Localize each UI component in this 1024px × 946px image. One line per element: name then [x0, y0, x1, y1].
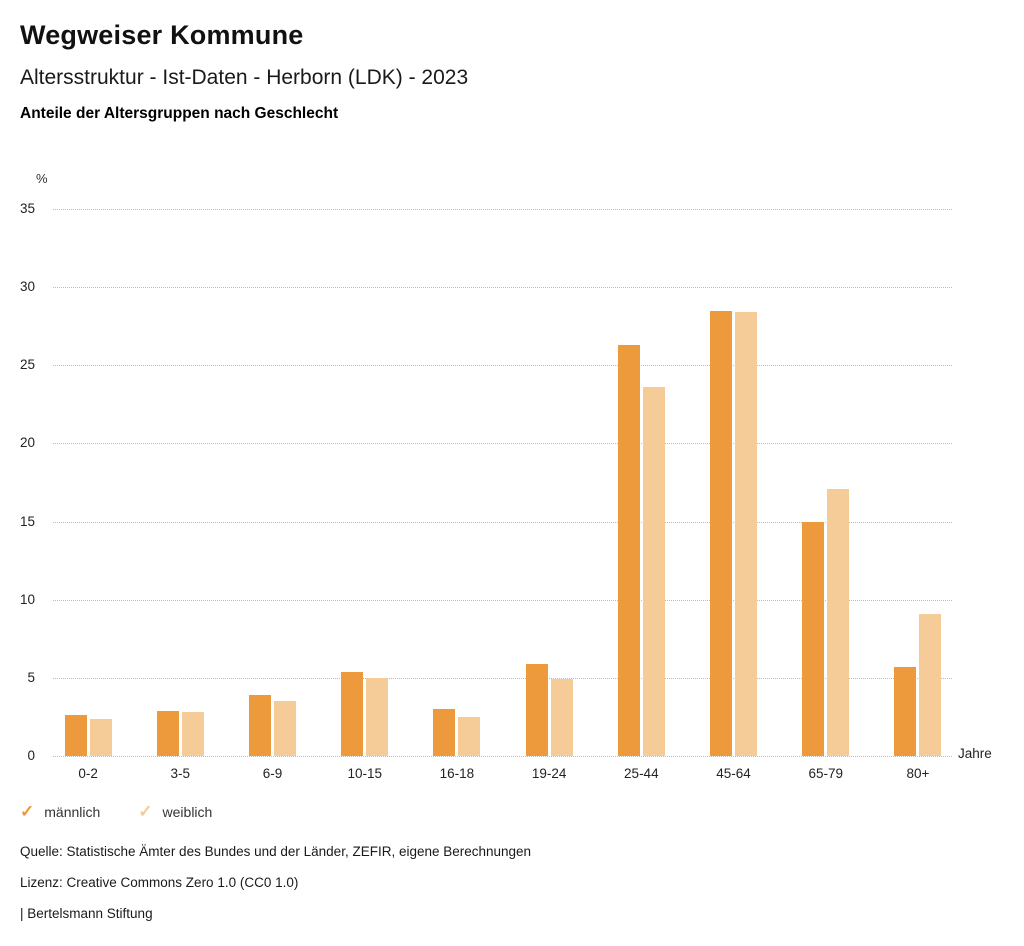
bar-group-45-64	[687, 209, 779, 756]
y-tick-label-0: 0	[27, 748, 35, 763]
bar-weiblich-80+	[919, 613, 942, 756]
bar-group-80+	[872, 209, 964, 756]
x-tick-label-6-9: 6-9	[262, 766, 283, 781]
check-icon: ✓	[20, 802, 35, 821]
bar-maennlich-25-44	[617, 345, 640, 756]
legend-item-maennlich[interactable]: ✓ männlich	[20, 803, 100, 820]
bar-maennlich-80+	[894, 666, 917, 756]
legend-label: männlich	[44, 803, 101, 820]
bar-group-10-15	[319, 209, 411, 756]
legend-label: weiblich	[162, 803, 213, 820]
x-tick-label-16-18: 16-18	[439, 766, 475, 781]
bar-group-65-79	[780, 209, 872, 756]
y-axis-unit-label: %	[36, 171, 48, 186]
bar-weiblich-16-18	[458, 716, 481, 756]
bar-maennlich-6-9	[249, 695, 271, 756]
gridline-30	[53, 287, 952, 289]
bar-weiblich-3-5	[181, 712, 204, 756]
legend-item-weiblich[interactable]: ✓ weiblich	[138, 803, 212, 820]
bar-group-19-24	[503, 209, 595, 756]
y-tick-label-5: 5	[27, 669, 35, 685]
x-tick-label-10-15: 10-15	[347, 766, 382, 781]
chart-subtitle: Altersstruktur - Ist-Daten - Herborn (LD…	[20, 66, 469, 89]
source-note: Quelle: Statistische Ämter des Bundes un…	[20, 844, 532, 859]
attribution-note: | Bertelsmann Stiftung	[20, 906, 153, 921]
bar-group-6-9	[226, 209, 318, 756]
x-axis-unit-label: Jahre	[958, 746, 992, 761]
y-tick-label-30: 30	[19, 279, 35, 295]
y-tick-label-10: 10	[19, 591, 35, 607]
bar-maennlich-16-18	[433, 709, 456, 756]
x-tick-label-45-64: 45-64	[716, 766, 751, 781]
check-icon: ✓	[138, 802, 153, 821]
x-tick-label-3-5: 3-5	[170, 766, 191, 781]
bar-weiblich-10-15	[366, 677, 389, 756]
bar-group-0-2	[42, 209, 134, 756]
bar-group-16-18	[411, 209, 503, 756]
bar-group-3-5	[134, 209, 226, 756]
x-tick-label-65-79: 65-79	[808, 766, 843, 781]
license-note: Lizenz: Creative Commons Zero 1.0 (CC0 1…	[20, 875, 299, 890]
x-tick-label-19-24: 19-24	[531, 766, 567, 781]
bar-maennlich-0-2	[64, 715, 87, 756]
x-tick-label-80+: 80+	[906, 766, 930, 781]
gridline-5	[53, 677, 952, 679]
chart-legend: ✓ männlich ✓ weiblich	[20, 803, 212, 820]
bar-group-25-44	[595, 209, 687, 756]
gridline-20	[53, 443, 952, 445]
y-tick-label-25: 25	[19, 357, 35, 373]
gridline-25	[53, 365, 952, 367]
bar-weiblich-0-2	[89, 718, 112, 756]
gridline-15	[53, 521, 952, 523]
bar-weiblich-45-64	[735, 312, 758, 756]
bar-maennlich-19-24	[525, 663, 548, 756]
bar-maennlich-65-79	[802, 521, 825, 756]
x-tick-label-25-44: 25-44	[624, 766, 659, 781]
gridline-35	[53, 209, 952, 210]
y-tick-label-20: 20	[19, 435, 35, 451]
gridline-10	[53, 599, 952, 601]
x-tick-label-0-2: 0-2	[78, 766, 98, 781]
bar-weiblich-25-44	[642, 387, 665, 756]
bar-weiblich-6-9	[274, 701, 296, 756]
y-tick-label-35: 35	[19, 201, 35, 216]
gridline-layer: 0 5 10 15 20 25 30 35	[20, 201, 952, 763]
y-tick-label-15: 15	[19, 513, 35, 529]
bars-layer	[42, 209, 964, 756]
bar-maennlich-45-64	[710, 310, 733, 756]
gridline-0	[53, 756, 952, 757]
chart-heading: Anteile der Altersgruppen nach Geschlech…	[20, 105, 339, 122]
page-title: Wegweiser Kommune	[20, 20, 304, 50]
bar-maennlich-10-15	[341, 671, 364, 756]
bar-maennlich-3-5	[156, 710, 179, 756]
bar-weiblich-19-24	[550, 679, 573, 756]
bar-weiblich-65-79	[827, 488, 850, 756]
x-axis-labels: 0-2 3-5 6-9 10-15 16-18 19-24 25-44 45-64 65-79 8…	[42, 766, 964, 781]
